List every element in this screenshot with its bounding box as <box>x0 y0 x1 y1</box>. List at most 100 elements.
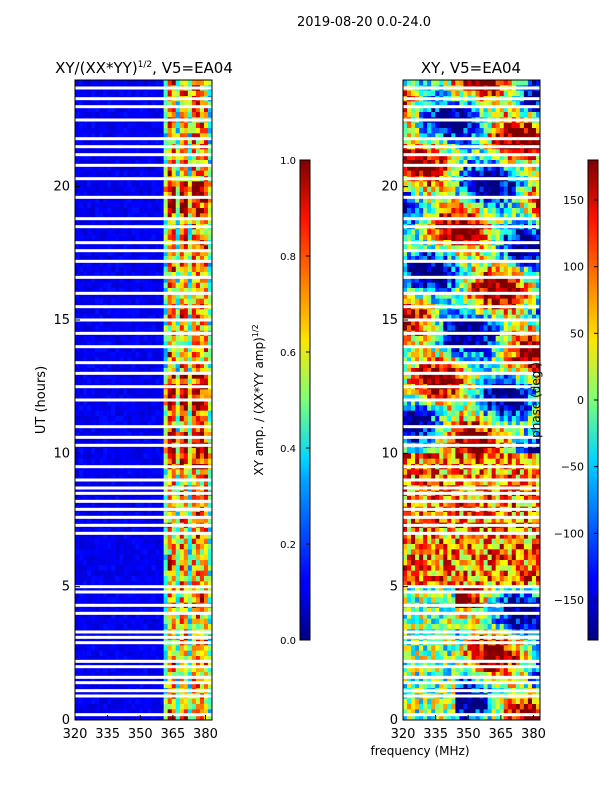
heatmap-cell <box>115 586 120 593</box>
heatmap-cell <box>435 186 440 193</box>
heatmap-cell <box>139 581 144 588</box>
heatmap-cell <box>203 325 209 332</box>
heatmap-cell <box>179 677 185 684</box>
heatmap-cell <box>527 128 533 134</box>
heatmap-cell <box>75 544 80 550</box>
heatmap-cell <box>87 245 92 252</box>
heatmap-cell <box>139 538 144 545</box>
heatmap-cell <box>159 645 165 652</box>
heatmap-cell <box>127 672 132 678</box>
heatmap-cell <box>183 314 189 321</box>
heatmap-cell <box>175 357 181 364</box>
heatmap-cell <box>115 538 120 545</box>
heatmap-cell <box>127 400 132 406</box>
heatmap-cell <box>419 122 424 129</box>
heatmap-cell <box>163 570 169 577</box>
heatmap-cell <box>535 170 541 177</box>
heatmap-cell <box>119 298 124 305</box>
heatmap-cell <box>423 197 428 204</box>
heatmap-cell <box>127 560 132 566</box>
heatmap-cell <box>123 106 128 113</box>
heatmap-cell <box>83 645 88 652</box>
heatmap-cell <box>199 128 205 134</box>
heatmap-cell <box>147 229 152 236</box>
heatmap-cell <box>171 560 177 566</box>
heatmap-cell <box>99 128 104 134</box>
heatmap-cell <box>79 458 84 465</box>
heatmap-cell <box>99 453 104 460</box>
heatmap-cell <box>123 234 128 241</box>
heatmap-cell <box>147 480 152 486</box>
heatmap-cell <box>447 154 452 161</box>
heatmap-cell <box>163 656 169 662</box>
heatmap-cell <box>175 186 181 193</box>
heatmap-cell <box>427 80 432 86</box>
heatmap-cell <box>467 112 472 118</box>
heatmap-cell <box>119 202 124 209</box>
heatmap-cell <box>195 704 201 710</box>
heatmap-cell <box>455 170 460 177</box>
heatmap-cell <box>99 314 104 321</box>
heatmap-cell <box>147 138 152 145</box>
heatmap-cell <box>83 261 88 268</box>
heatmap-cell <box>207 165 213 172</box>
heatmap-cell <box>99 576 104 582</box>
heatmap-cell <box>167 245 173 252</box>
heatmap-cell <box>127 496 132 502</box>
heatmap-cell <box>423 80 428 86</box>
heatmap-cell <box>83 122 88 129</box>
heatmap-cell <box>187 666 193 673</box>
heatmap-cell <box>151 586 156 593</box>
heatmap-cell <box>419 170 424 177</box>
heatmap-cell <box>91 421 96 428</box>
heatmap-cell <box>111 528 116 534</box>
heatmap-cell <box>99 597 104 604</box>
heatmap-cell <box>195 362 201 369</box>
heatmap-cell <box>99 448 104 454</box>
heatmap-cell <box>79 650 84 657</box>
heatmap-cell <box>87 277 92 284</box>
heatmap-cell <box>499 101 505 108</box>
heatmap-cell <box>451 186 456 193</box>
heatmap-cell <box>119 608 124 614</box>
heatmap-cell <box>87 512 92 518</box>
heatmap-cell <box>191 101 197 108</box>
heatmap-cell <box>135 400 140 406</box>
heatmap-cell <box>123 80 128 86</box>
heatmap-cell <box>171 272 177 278</box>
heatmap-cell <box>527 90 533 97</box>
heatmap-cell <box>151 453 156 460</box>
heatmap-cell <box>167 256 173 262</box>
heatmap-cell <box>187 549 193 556</box>
heatmap-cell <box>167 261 173 268</box>
heatmap-cell <box>179 624 185 630</box>
heatmap-cell <box>127 458 132 465</box>
heatmap-cell <box>523 128 529 134</box>
heatmap-cell <box>119 368 124 374</box>
heatmap-cell <box>187 112 193 118</box>
heatmap-cell <box>163 517 169 524</box>
heatmap-cell <box>111 517 116 524</box>
heatmap-cell <box>403 202 408 209</box>
heatmap-cell <box>79 480 84 486</box>
data-gap-line <box>75 217 212 221</box>
heatmap-cell <box>115 656 120 662</box>
heatmap-cell <box>151 560 156 566</box>
heatmap-cell <box>467 154 472 161</box>
heatmap-cell <box>91 309 96 316</box>
heatmap-cell <box>115 389 120 396</box>
heatmap-cell <box>139 480 144 486</box>
heatmap-cell <box>167 666 173 673</box>
heatmap-cell <box>159 378 165 385</box>
heatmap-cell <box>439 128 444 134</box>
heatmap-cell <box>91 352 96 358</box>
heatmap-cell <box>195 266 201 273</box>
heatmap-cell <box>179 496 185 502</box>
heatmap-cell <box>163 618 169 625</box>
heatmap-cell <box>511 128 517 134</box>
heatmap-cell <box>187 234 193 241</box>
heatmap-cell <box>83 501 88 508</box>
heatmap-cell <box>135 458 140 465</box>
heatmap-cell <box>499 112 505 118</box>
heatmap-cell <box>163 266 169 273</box>
